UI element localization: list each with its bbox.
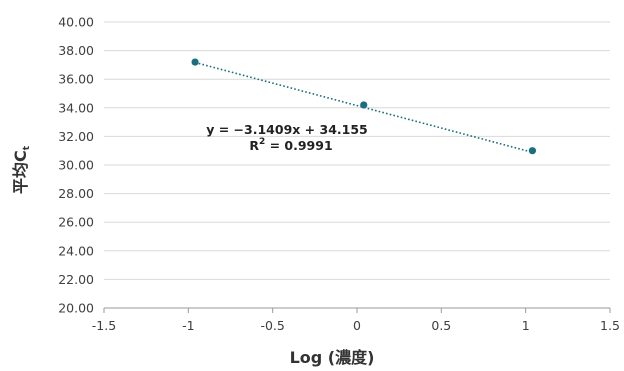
y-tick-labels: 20.00 22.00 24.00 26.00 28.00 30.00 32.00 34.00…	[58, 15, 94, 316]
r-squared-value: = 0.9991	[265, 138, 332, 153]
y-axis-title-main: 平均C	[11, 150, 30, 194]
y-tick-label: 22.00	[58, 272, 94, 287]
r-squared-prefix: R	[249, 138, 259, 153]
data-point	[191, 58, 199, 66]
x-tick-label: -0.5	[260, 318, 284, 333]
data-points	[191, 58, 537, 155]
y-tick-label: 34.00	[58, 100, 94, 115]
y-tick-label: 38.00	[58, 43, 94, 58]
x-tick-label: 1.5	[600, 318, 620, 333]
x-tick-label: 0.5	[431, 318, 451, 333]
y-tick-label: 24.00	[58, 243, 94, 258]
x-tick-label: -1.5	[92, 318, 116, 333]
r-squared-label: R2 = 0.9991	[249, 137, 332, 153]
data-point	[360, 101, 368, 109]
y-tick-label: 36.00	[58, 72, 94, 87]
y-tick-label: 32.00	[58, 129, 94, 144]
data-point	[528, 147, 537, 155]
y-axis-title: 平均Ct	[11, 145, 32, 194]
y-tick-label: 20.00	[58, 301, 94, 316]
trendline-group	[194, 61, 533, 154]
y-tick-label: 40.00	[58, 15, 94, 30]
trendline-equation: y = −3.1409x + 34.155	[206, 122, 368, 137]
trendline	[194, 61, 533, 154]
r-squared-superscript: 2	[259, 137, 265, 147]
x-axis-title: Log (濃度)	[290, 348, 375, 367]
x-tick-label: 1	[522, 318, 530, 333]
grid-lines	[104, 21, 610, 280]
x-tick-label: 0	[353, 318, 361, 333]
y-tick-label: 28.00	[58, 186, 94, 201]
y-tick-label: 30.00	[58, 158, 94, 173]
x-tick-labels: -1.5 -1 -0.5 0 0.5 1 1.5	[92, 318, 620, 333]
y-axis-title-subscript: t	[22, 145, 32, 150]
x-tick-label: -1	[182, 318, 194, 333]
y-tick-label: 26.00	[58, 215, 94, 230]
axes	[103, 307, 611, 313]
